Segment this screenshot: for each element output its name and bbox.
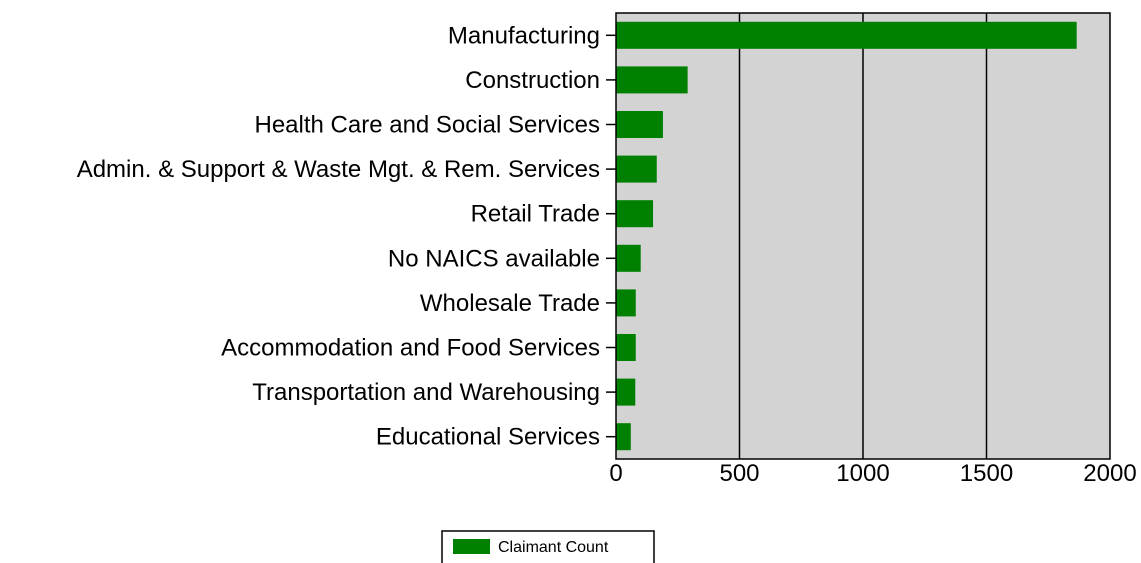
category-label-8: Transportation and Warehousing [252, 379, 600, 406]
bars [616, 21, 1077, 451]
bar-9 [616, 423, 631, 451]
x-tick-label-3: 1500 [960, 460, 1013, 487]
legend-label: Claimant Count [498, 539, 609, 556]
category-label-0: Manufacturing [448, 22, 600, 49]
bar-3 [616, 155, 657, 183]
category-label-6: Wholesale Trade [420, 290, 600, 317]
category-label-1: Construction [465, 67, 600, 94]
category-label-2: Health Care and Social Services [254, 112, 600, 139]
legend-swatch [453, 539, 490, 554]
x-tick-label-4: 2000 [1083, 460, 1136, 487]
bar-4 [616, 200, 654, 228]
bar-6 [616, 289, 636, 317]
legend-box [441, 530, 655, 563]
plot-border [615, 12, 1111, 460]
category-label-7: Accommodation and Food Services [221, 335, 600, 362]
category-label-9: Educational Services [376, 424, 600, 451]
bar-0 [616, 21, 1077, 49]
bar-2 [616, 111, 663, 138]
y-axis-labels: Manufacturing Construction Health Care and… [77, 22, 600, 450]
y-axis-ticks [606, 34, 616, 438]
x-tick-label-1: 500 [719, 460, 759, 487]
bar-8 [616, 378, 636, 406]
x-axis-labels: 0 500 1000 1500 2000 [609, 460, 1136, 487]
x-tick-label-0: 0 [609, 460, 622, 487]
bar-5 [616, 244, 641, 272]
bar-1 [616, 66, 688, 94]
gridlines [738, 13, 988, 459]
category-label-5: No NAICS available [388, 245, 600, 272]
category-label-4: Retail Trade [471, 201, 600, 228]
legend: Claimant Count [441, 530, 655, 563]
category-label-3: Admin. & Support & Waste Mgt. & Rem. Ser… [77, 156, 600, 183]
bar-7 [616, 334, 636, 361]
x-tick-label-2: 1000 [836, 460, 889, 487]
